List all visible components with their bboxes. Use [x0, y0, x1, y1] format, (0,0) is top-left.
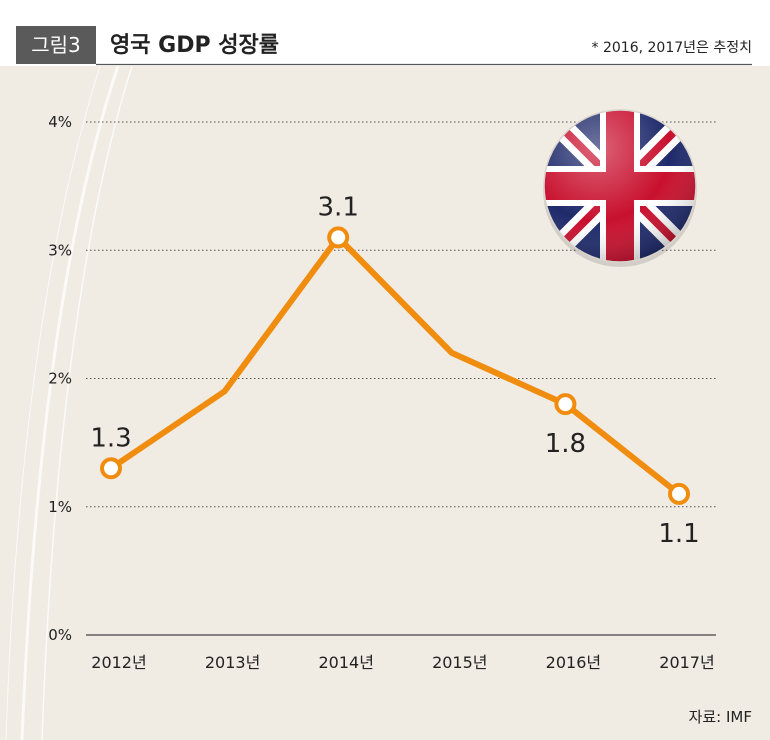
x-tick-label: 2012년 [91, 653, 146, 672]
x-tick-label: 2014년 [318, 653, 373, 672]
data-point [327, 226, 350, 249]
figure-label: 그림3 [31, 33, 81, 57]
figure-label-badge [16, 26, 96, 64]
x-tick-label: 2016년 [546, 653, 601, 672]
data-point [100, 457, 122, 480]
estimate-note: * 2016, 2017년은 추정치 [592, 40, 752, 56]
x-tick-label: 2013년 [205, 653, 260, 672]
x-tick-label: 2017년 [659, 653, 714, 672]
data-markers [100, 226, 690, 505]
chart-title: 영국 GDP 성장률 [110, 33, 279, 58]
data-point [554, 393, 577, 416]
y-tick-labels: 0% 1% 2% 3% 4% [48, 113, 72, 644]
data-point [668, 482, 690, 505]
data-labels: 1.3 3.1 1.8 1.1 [90, 192, 699, 549]
data-label: 3.1 [318, 192, 359, 222]
data-label: 1.8 [545, 429, 586, 459]
y-tick-label: 4% [48, 113, 72, 131]
y-tick-label: 2% [48, 370, 72, 388]
series-line [108, 234, 682, 497]
data-label: 1.3 [90, 423, 131, 453]
source-note: 자료: IMF [689, 708, 752, 726]
x-tick-labels: 2012년 2013년 2014년 2015년 2016년 2017년 [91, 653, 714, 672]
data-label: 1.1 [658, 519, 699, 549]
y-tick-label: 3% [48, 241, 72, 259]
decorative-curves [5, 65, 133, 740]
y-tick-label: 0% [48, 626, 72, 644]
x-tick-label: 2015년 [432, 653, 487, 672]
uk-flag-icon [543, 109, 697, 267]
y-tick-label: 1% [48, 498, 72, 516]
